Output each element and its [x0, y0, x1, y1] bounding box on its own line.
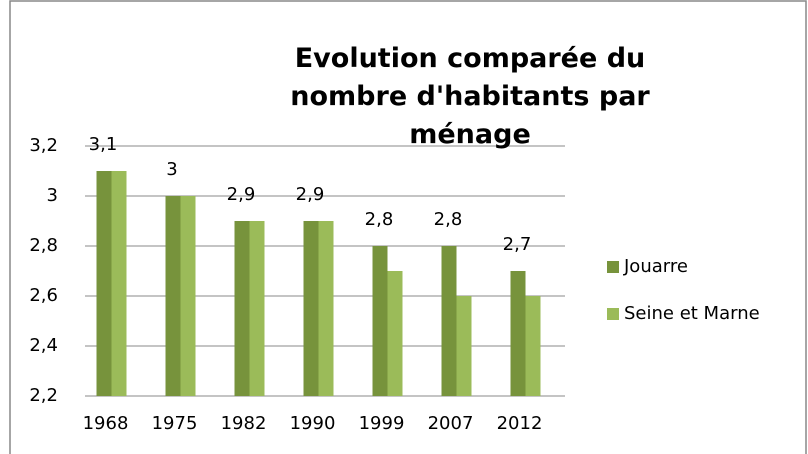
y-tick-label: 2,2 [29, 385, 58, 406]
legend-label: Jouarre [623, 256, 688, 277]
bar [387, 271, 403, 396]
data-label: 3,1 [89, 134, 118, 155]
y-tick-label: 3,2 [29, 135, 58, 156]
y-tick-label: 2,6 [29, 285, 58, 306]
data-label: 2,8 [365, 209, 394, 230]
bar [372, 246, 388, 396]
y-tick-label: 2,8 [29, 235, 58, 256]
bar [165, 196, 181, 396]
legend-label: Seine et Marne [624, 303, 760, 324]
x-tick-label: 1982 [221, 413, 267, 434]
data-label: 2,7 [503, 234, 532, 255]
bar [303, 221, 319, 396]
bar [234, 221, 250, 396]
bar [441, 246, 457, 396]
x-tick-label: 1999 [359, 413, 405, 434]
x-tick-label: 2012 [497, 413, 543, 434]
data-label: 2,9 [296, 184, 325, 205]
x-tick-label: 1975 [152, 413, 198, 434]
y-tick-label: 3 [47, 185, 58, 206]
x-tick-label: 2007 [428, 413, 474, 434]
chart-title: Evolution comparée du nombre d'habitants… [290, 43, 650, 150]
bar [510, 271, 526, 396]
data-label: 2,9 [227, 184, 256, 205]
legend-swatch [607, 261, 619, 273]
data-label: 2,8 [434, 209, 463, 230]
bar [96, 171, 112, 396]
chart-frame [9, 0, 807, 454]
bar [180, 196, 196, 396]
bar [111, 171, 127, 396]
x-tick-label: 1968 [83, 413, 129, 434]
bar [318, 221, 334, 396]
data-label: 3 [166, 159, 177, 180]
y-tick-label: 2,4 [29, 335, 58, 356]
bar [456, 296, 472, 396]
legend-swatch [607, 308, 619, 320]
bar [249, 221, 265, 396]
x-tick-label: 1990 [290, 413, 336, 434]
bar [525, 296, 541, 396]
